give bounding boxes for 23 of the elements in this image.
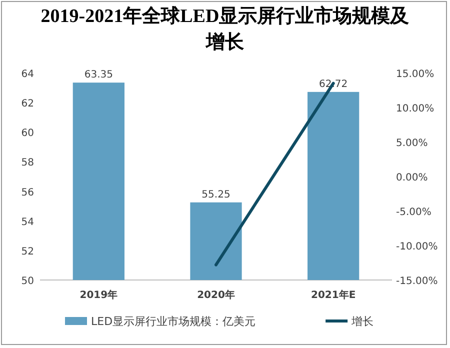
x-tick-label: 2019年 (80, 289, 118, 301)
legend-label: 增长 (350, 315, 374, 328)
y-tick-label: 52 (21, 246, 34, 258)
y-tick-label: 56 (21, 187, 34, 198)
y-tick-label: 54 (21, 216, 34, 228)
y2-tick-label: -15.00% (396, 276, 438, 287)
y2-tick-label: 15.00% (396, 69, 434, 80)
y2-tick-label: 5.00% (396, 138, 428, 149)
y-tick-label: 64 (21, 69, 34, 80)
y-tick-label: 50 (21, 276, 34, 287)
chart-title: 2019-2021年全球LED显示屏行业市场规模及增长 (40, 4, 410, 55)
y2-tick-label: -10.00% (396, 242, 438, 252)
y2-tick-label: -5.00% (396, 207, 432, 218)
data-label: 63.35 (84, 70, 113, 81)
y2-tick-label: 0.00% (396, 172, 428, 184)
x-tick-label: 2021年E (310, 289, 356, 301)
y2-tick-label: 10.00% (396, 104, 434, 114)
y-tick-label: 60 (21, 128, 34, 140)
x-tick-label: 2020年 (197, 289, 235, 301)
y-tick-label: 58 (21, 158, 34, 169)
legend-label: LED显示屏行业市场规模：亿美元 (91, 315, 256, 328)
data-label: 55.25 (202, 189, 230, 200)
y-tick-label: 62 (21, 98, 34, 110)
